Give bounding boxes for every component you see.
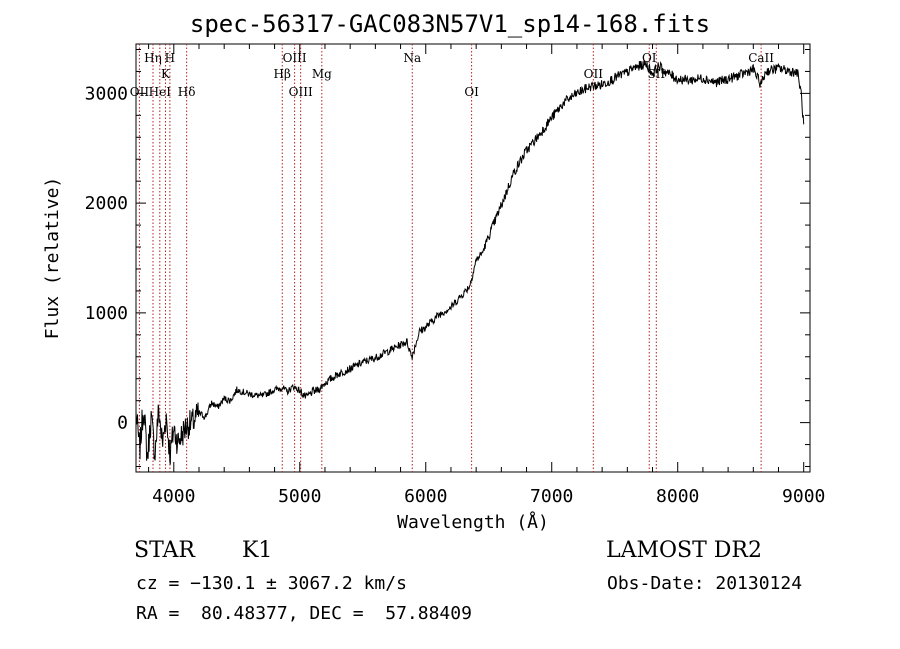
y-tick-label: 1000: [85, 303, 128, 324]
object-subclass: K1: [242, 538, 273, 563]
spectral-line-label: CaII: [748, 51, 774, 65]
y-tick-label: 0: [117, 413, 128, 434]
y-tick-label: 3000: [85, 83, 128, 104]
x-tick-label: 6000: [404, 486, 447, 507]
spectral-line-label: OII: [584, 67, 604, 81]
spectral-line-label: OI: [464, 85, 479, 99]
x-tick-label: 4000: [152, 486, 195, 507]
object-class: STAR: [134, 538, 195, 563]
chart-title: spec-56317-GAC083N57V1_sp14-168.fits: [189, 10, 711, 38]
spectral-line-label: HeI: [149, 85, 172, 99]
y-tick-label: 2000: [85, 193, 128, 214]
spectral-line-label: OII: [130, 85, 150, 99]
spectral-line-label: OI: [642, 51, 657, 65]
spectral-line-label: SII: [647, 67, 665, 81]
x-tick-label: 5000: [278, 486, 321, 507]
redshift-text: cz = −130.1 ± 3067.2 km/s: [136, 573, 407, 594]
spectral-line-label: OIII: [289, 85, 313, 99]
x-tick-label: 9000: [782, 486, 825, 507]
obs-date: Obs-Date: 20130124: [607, 573, 803, 594]
spectral-line-label: Hη: [144, 51, 162, 65]
spectral-line-label: Hβ: [274, 67, 291, 81]
spectral-line-label: Mg: [312, 67, 332, 81]
x-axis-label: Wavelength (Å): [397, 511, 549, 533]
x-tick-label: 7000: [530, 486, 573, 507]
y-axis-label: Flux (relative): [42, 177, 63, 340]
spectrum-line: [135, 59, 805, 465]
spectral-line-label: K: [161, 67, 171, 81]
survey-name: LAMOST DR2: [606, 538, 762, 563]
spectral-line-label: Hδ: [178, 85, 196, 99]
spectral-line-label: Na: [403, 51, 421, 65]
x-tick-label: 8000: [656, 486, 699, 507]
spectral-line-label: OIII: [283, 51, 307, 65]
plot-frame: [135, 43, 811, 473]
spectral-line-label: H: [165, 51, 175, 65]
coordinates-text: RA = 80.48377, DEC = 57.88409: [136, 603, 472, 624]
